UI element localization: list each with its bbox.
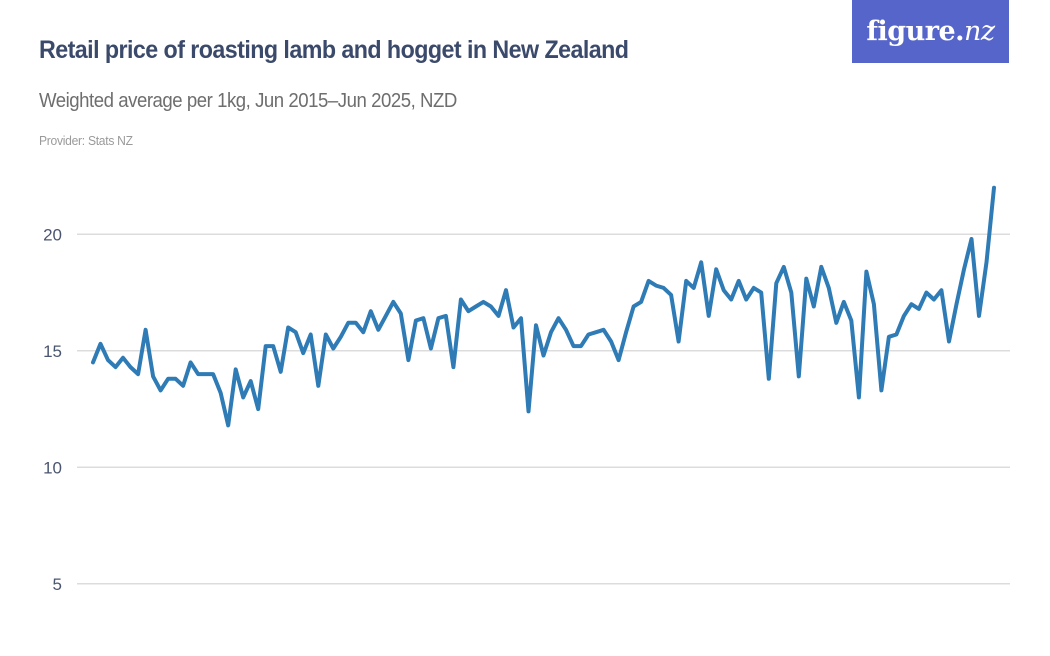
chart-title: Retail price of roasting lamb and hogget… (39, 36, 629, 64)
y-tick-label: 5 (53, 575, 62, 594)
chart-subtitle: Weighted average per 1kg, Jun 2015–Jun 2… (39, 90, 457, 112)
series-line (91, 185, 996, 428)
figure-nz-logo[interactable]: figure.nz (852, 0, 1009, 63)
logo-text-main: figure. (866, 16, 965, 47)
y-tick-label: 20 (43, 225, 62, 244)
y-tick-label: 10 (43, 458, 62, 477)
y-axis-ticks: 5 10 15 20 (43, 225, 62, 594)
logo-text: figure.nz (866, 16, 995, 47)
logo-text-accent: nz (964, 16, 995, 47)
data-provider: Provider: Stats NZ (39, 133, 133, 148)
y-tick-label: 15 (43, 342, 62, 361)
